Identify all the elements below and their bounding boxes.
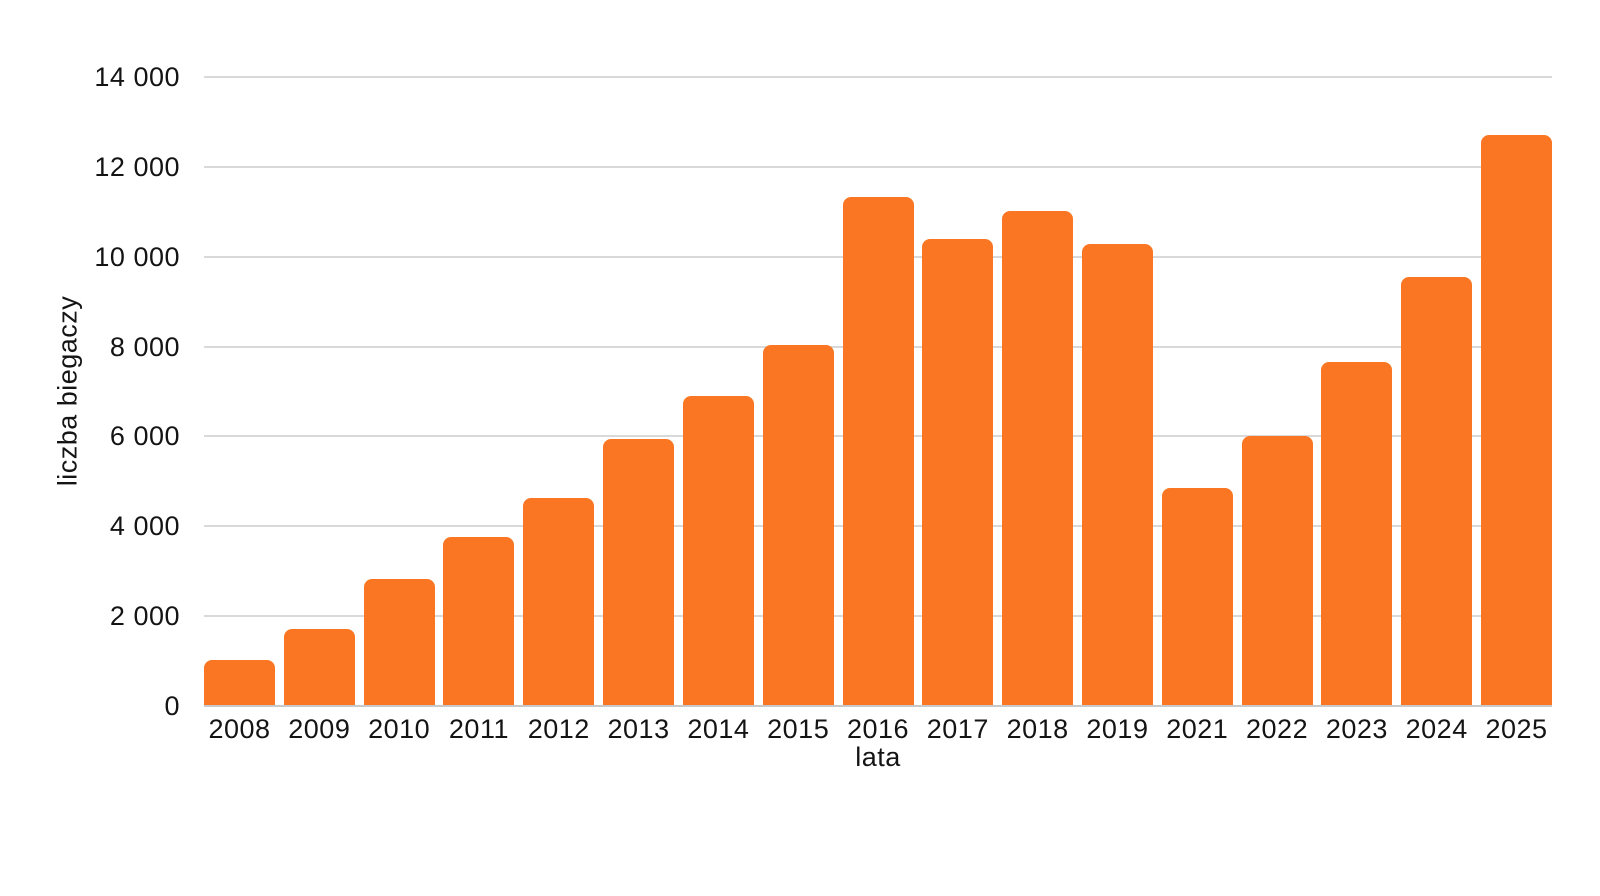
bar-2016 <box>842 197 914 706</box>
bar-2012 <box>523 498 595 706</box>
y-axis-tick-labels: 0 2 000 4 000 6 000 8 000 10 000 12 000 14 000 <box>0 63 180 720</box>
y-tick-label-12000: 12 000 <box>94 151 180 182</box>
x-tick-label-2021: 2021 <box>1166 714 1229 744</box>
gridline-12000 <box>204 165 1552 168</box>
x-tick-label-2022: 2022 <box>1246 714 1309 744</box>
y-tick-label-8000: 8 000 <box>109 331 180 362</box>
y-tick-label-10000: 10 000 <box>94 241 180 272</box>
bar-2017 <box>922 239 994 706</box>
bar-2011 <box>443 537 515 706</box>
bar-2009 <box>283 628 355 706</box>
bar-2013 <box>603 438 675 706</box>
x-tick-label-2013: 2013 <box>607 714 670 744</box>
bar-2010 <box>363 579 435 706</box>
x-tick-label-2025: 2025 <box>1485 714 1548 744</box>
x-tick-label-2019: 2019 <box>1086 714 1149 744</box>
y-tick-label-4000: 4 000 <box>109 511 180 542</box>
bar-2022 <box>1241 435 1313 706</box>
gridline-14000 <box>204 76 1552 78</box>
bar-2015 <box>762 345 834 706</box>
x-tick-label-2012: 2012 <box>527 714 590 744</box>
x-tick-label-2016: 2016 <box>846 714 910 744</box>
x-tick-label-2008: 2008 <box>208 714 271 744</box>
x-tick-label-2024: 2024 <box>1405 714 1468 744</box>
y-tick-label-2000: 2 000 <box>109 601 180 632</box>
x-tick-label-2014: 2014 <box>687 714 750 744</box>
bar-2024 <box>1401 277 1473 706</box>
plot-area <box>204 76 1552 707</box>
x-tick-label-2018: 2018 <box>1006 714 1069 744</box>
x-tick-label-2011: 2011 <box>448 714 509 744</box>
x-tick-label-2009: 2009 <box>288 714 351 744</box>
bar-2008 <box>204 660 275 706</box>
bar-2019 <box>1081 243 1153 706</box>
x-tick-label-2015: 2015 <box>767 714 830 744</box>
bar-2018 <box>1002 211 1074 706</box>
x-axis-line <box>204 705 1552 707</box>
bar-2014 <box>682 396 754 706</box>
bar-2023 <box>1321 361 1393 706</box>
x-tick-label-2017: 2017 <box>926 714 989 744</box>
y-tick-label-14000: 14 000 <box>94 62 180 92</box>
x-tick-label-2010: 2010 <box>368 714 431 744</box>
x-tick-label-2023: 2023 <box>1325 714 1388 744</box>
y-tick-label-0: 0 <box>164 691 180 721</box>
bars-container <box>204 77 1552 706</box>
x-axis-tick-labels: 2008 2009 2010 2011 2012 2013 2014 2015 2016 2017… <box>204 714 1552 745</box>
bar-2025 <box>1481 134 1552 706</box>
x-axis-title: lata <box>855 742 901 772</box>
bar-2021 <box>1161 487 1233 706</box>
y-tick-label-6000: 6 000 <box>109 421 180 452</box>
